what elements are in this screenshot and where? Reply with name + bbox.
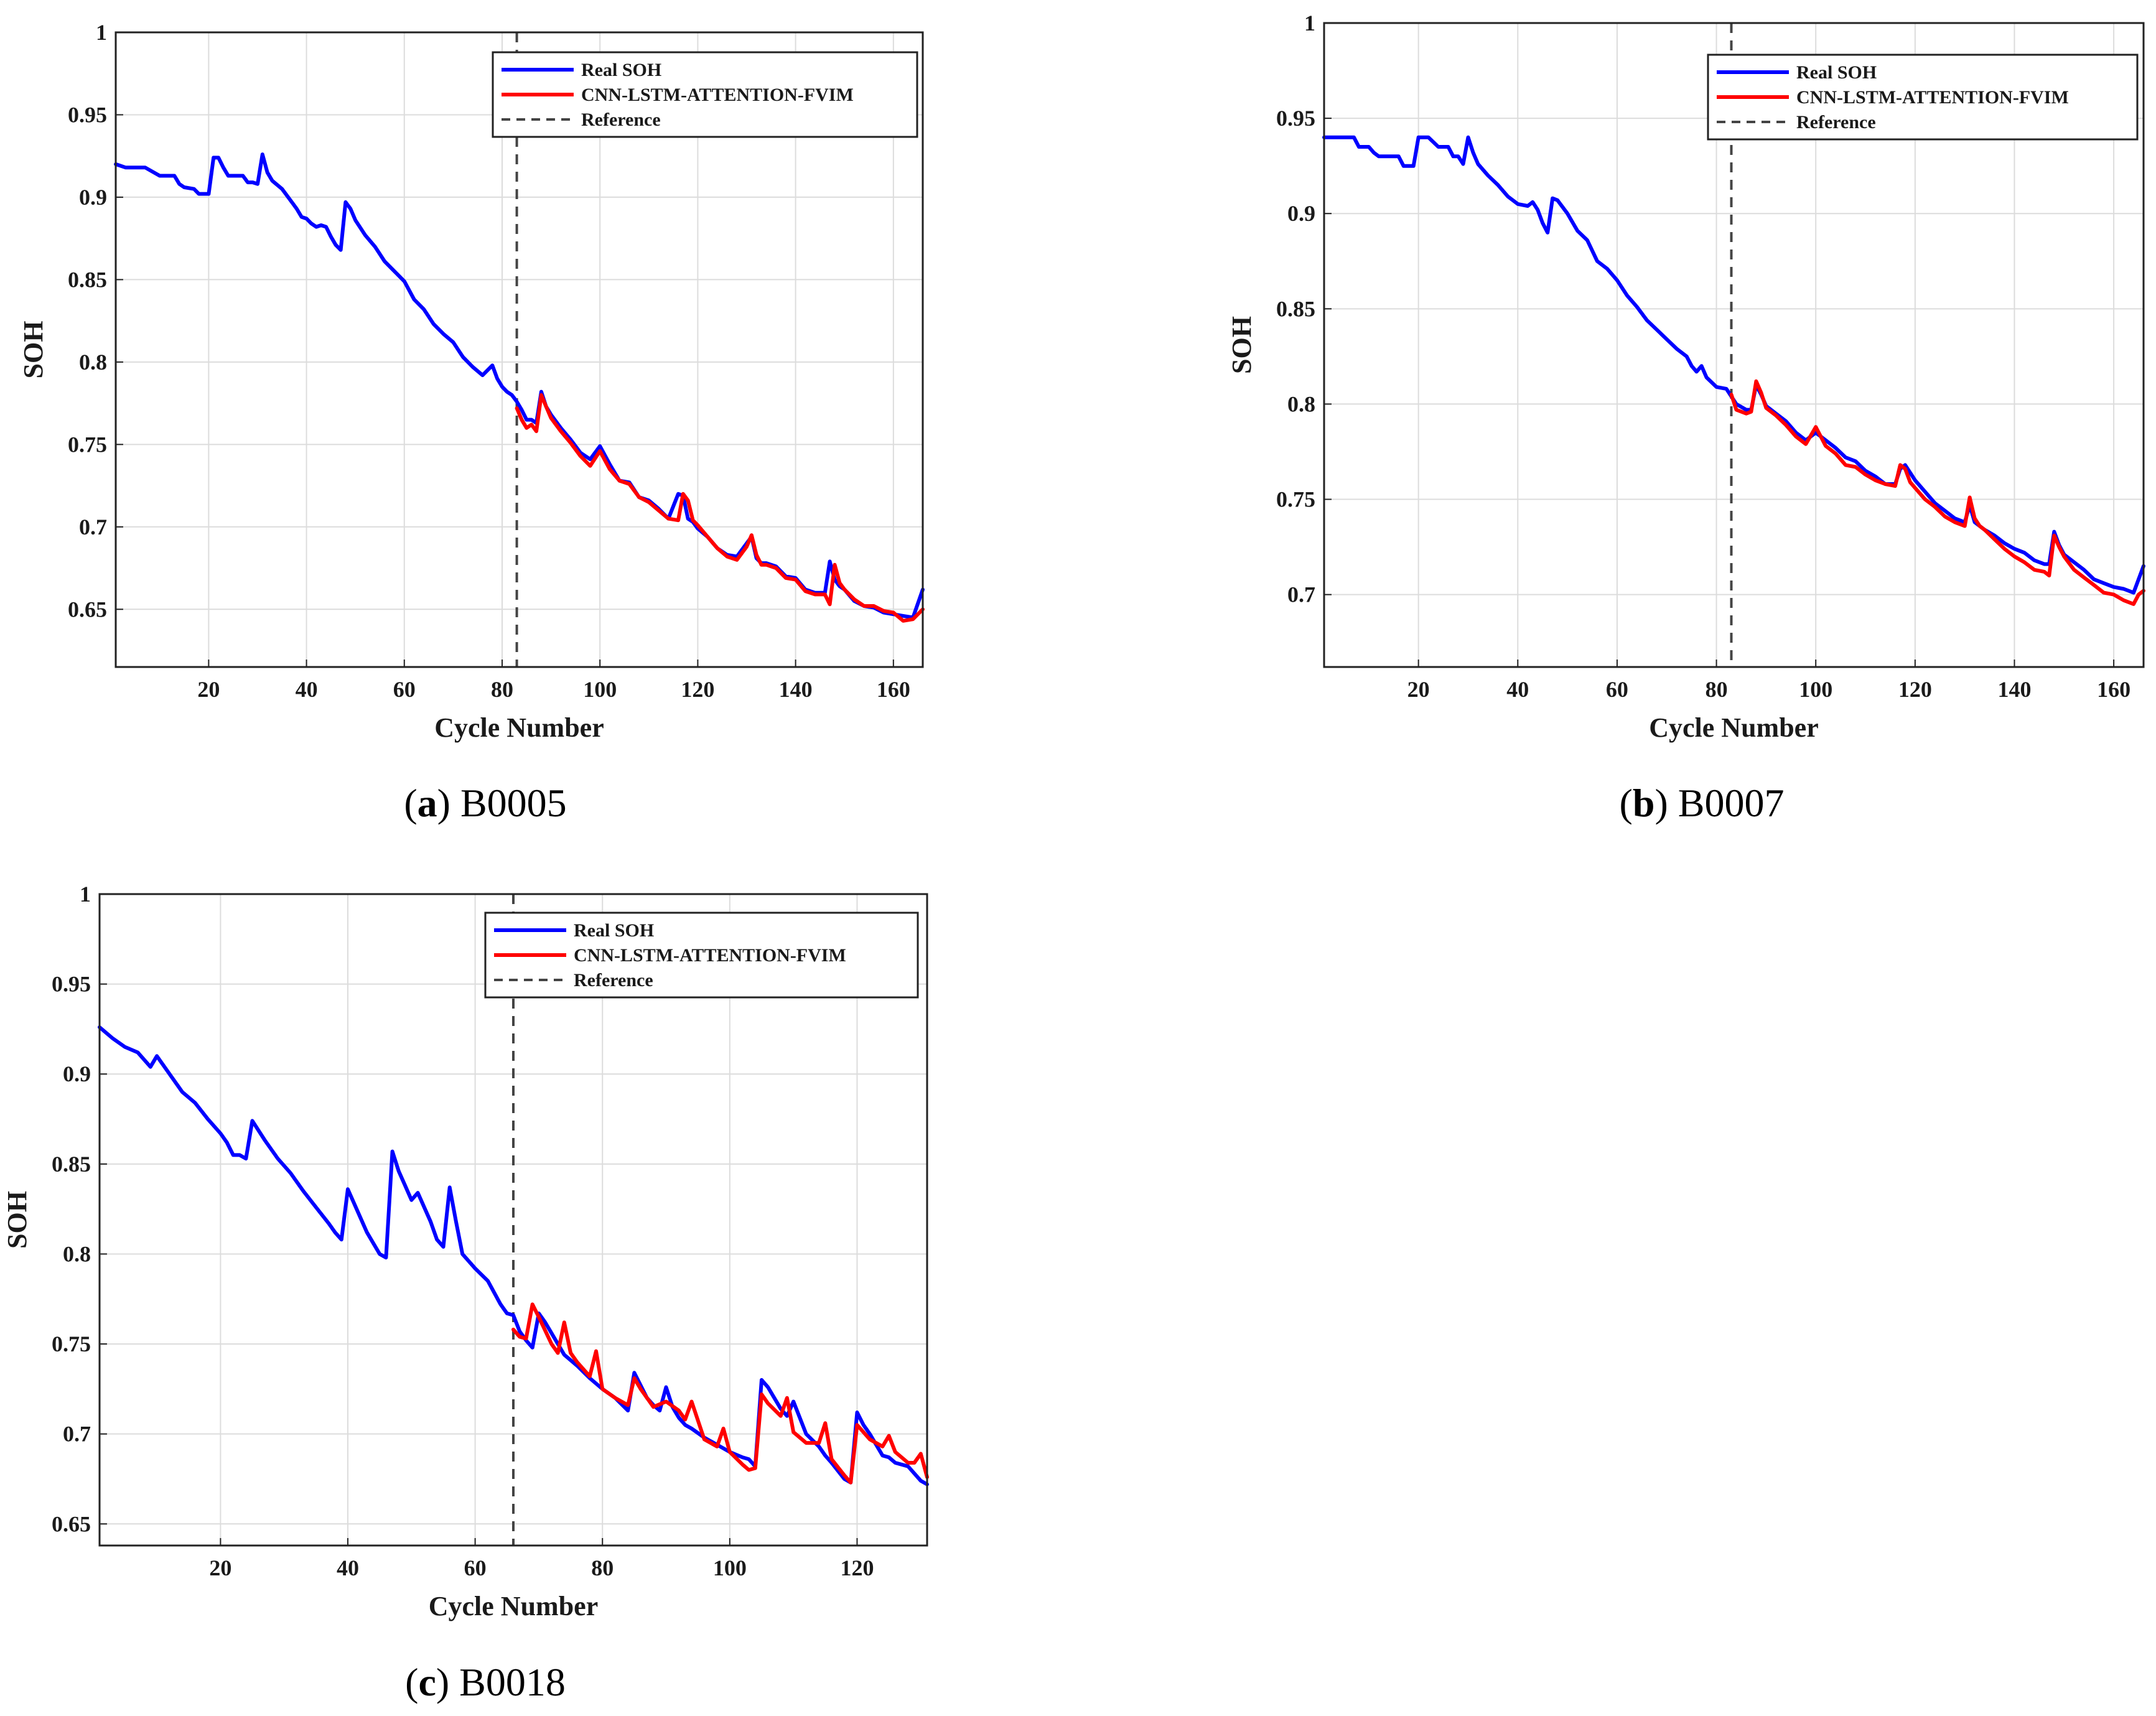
legend-entry-cnn-lstm-attention-fvim-label: CNN-LSTM-ATTENTION-FVIM [581,85,854,105]
x-axis-title: Cycle Number [1649,712,1819,743]
x-tick-label: 80 [591,1555,614,1580]
legend: Real SOH CNN-LSTM-ATTENTION-FVIM Reference [492,51,918,138]
y-tick-label: 0.85 [68,267,107,292]
caption-close-paren: ) [1654,781,1678,825]
y-tick-label: 0.65 [68,597,107,622]
caption-text: B0005 [460,781,567,825]
caption-letter: b [1633,781,1655,825]
y-tick-label: 1 [96,20,107,45]
legend: Real SOH CNN-LSTM-ATTENTION-FVIM Reference [1707,54,2139,141]
x-tick-label: 140 [779,677,813,702]
chart-panel-b: 20 40 60 80 100 120 140 160 0.7 0.75 0.8 0.85 0.9 0.9… [1226,11,2145,825]
caption-close-paren: ) [436,1660,459,1704]
legend-entry-real-soh-label: Real SOH [1796,62,1877,83]
panel-caption: (b) B0007 [1620,781,1785,825]
legend-entry-reference-label: Reference [581,110,661,130]
y-tick-label: 0.65 [52,1511,91,1536]
caption-text: B0007 [1678,781,1785,825]
caption-open-paren: ( [1620,781,1633,825]
x-tick-label: 100 [583,677,617,702]
panel-caption: (c) B0018 [405,1660,566,1704]
y-axis-title: SOH [2,1191,32,1249]
caption-open-paren: ( [404,781,417,825]
legend-entry-real-soh-label: Real SOH [581,60,661,80]
x-tick-label: 20 [1407,677,1430,702]
y-tick-label: 0.7 [63,1422,91,1447]
y-tick-label: 0.85 [1276,296,1315,321]
series-cnn-lstm-attention-fvim [515,393,925,623]
x-tick-label: 120 [1898,677,1932,702]
x-tick-label: 40 [1506,677,1529,702]
x-tick-label: 60 [1606,677,1628,702]
y-tick-label: 1 [80,882,91,907]
y-tick-label: 0.95 [52,972,91,997]
plot-area [116,32,923,667]
x-tick-label: 60 [393,677,416,702]
x-tick-label: 100 [1799,677,1832,702]
caption-open-paren: ( [405,1660,418,1704]
series-cnn-lstm-attention-fvim [511,1302,929,1485]
y-tick-label: 0.75 [1276,487,1315,512]
x-tick-label: 80 [1706,677,1728,702]
y-tick-label: 0.95 [1276,106,1315,131]
series-real-soh [1322,135,2145,595]
y-tick-label: 0.8 [1287,391,1315,416]
y-tick-label: 0.75 [52,1331,91,1356]
x-tick-label: 160 [877,677,910,702]
legend-entry-reference-label: Reference [574,970,653,991]
y-tick-label: 0.85 [52,1152,91,1177]
y-tick-label: 0.9 [79,185,107,210]
y-tick-label: 0.9 [1287,201,1315,226]
caption-letter: a [418,781,437,825]
series-cnn-lstm-attention-fvim [1729,379,2145,606]
y-tick-label: 0.8 [63,1241,91,1266]
y-tick-label: 0.7 [79,515,107,539]
x-tick-label: 40 [337,1555,359,1580]
legend-entry-cnn-lstm-attention-fvim-label: CNN-LSTM-ATTENTION-FVIM [574,945,846,966]
x-tick-label: 160 [2097,677,2130,702]
axes-box [98,893,928,1547]
legend-entry-reference-label: Reference [1796,112,1876,133]
x-axis-title: Cycle Number [429,1591,599,1621]
legend-entry-real-soh-label: Real SOH [574,920,654,941]
axes-box [114,31,924,668]
y-tick-label: 0.8 [79,350,107,375]
y-tick-label: 0.7 [1287,582,1315,607]
x-tick-label: 120 [681,677,714,702]
panel-caption: (a) B0005 [404,781,566,825]
x-tick-label: 140 [1997,677,2031,702]
y-axis-title: SOH [1226,316,1257,374]
x-tick-label: 80 [491,677,513,702]
caption-letter: c [418,1660,436,1704]
chart-panel-c: 20 40 60 80 100 120 0.65 0.7 0.75 0.8 0.85 0.9 0.95 1… [2,882,929,1704]
caption-text: B0018 [459,1660,566,1704]
y-axis-title: SOH [18,321,49,379]
y-tick-label: 0.75 [68,432,107,457]
axes-box [1323,22,2145,668]
legend: Real SOH CNN-LSTM-ATTENTION-FVIM Reference [484,912,919,999]
x-tick-label: 100 [713,1555,747,1580]
x-tick-label: 60 [464,1555,487,1580]
x-axis-title: Cycle Number [434,712,604,743]
legend-entry-cnn-lstm-attention-fvim-label: CNN-LSTM-ATTENTION-FVIM [1796,87,2069,108]
chart-panel-a: 20 40 60 80 100 120 140 160 0.65 0.7 0.75 0.8 0.85 0.… [18,20,925,825]
y-tick-label: 0.9 [63,1061,91,1086]
y-tick-label: 1 [1304,11,1315,35]
x-tick-label: 20 [209,1555,231,1580]
x-tick-label: 20 [197,677,220,702]
x-tick-label: 40 [296,677,318,702]
caption-close-paren: ) [437,781,460,825]
x-tick-label: 120 [840,1555,874,1580]
y-tick-label: 0.95 [68,102,107,127]
